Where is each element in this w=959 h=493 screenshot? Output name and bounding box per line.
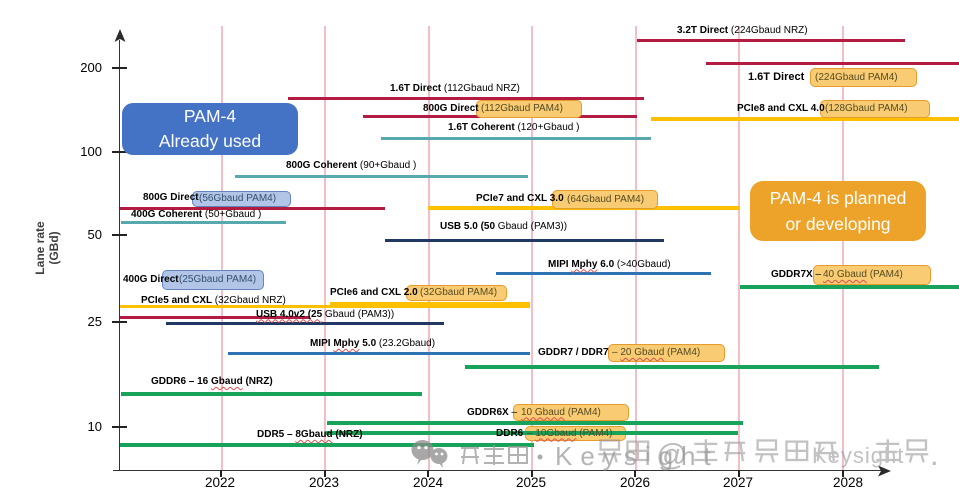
svg-text:Keysight: Keysight [555,441,719,471]
svg-text:Keysight: Keysight [812,443,904,468]
svg-text:@: @ [656,437,687,472]
svg-text:.: . [930,437,939,472]
